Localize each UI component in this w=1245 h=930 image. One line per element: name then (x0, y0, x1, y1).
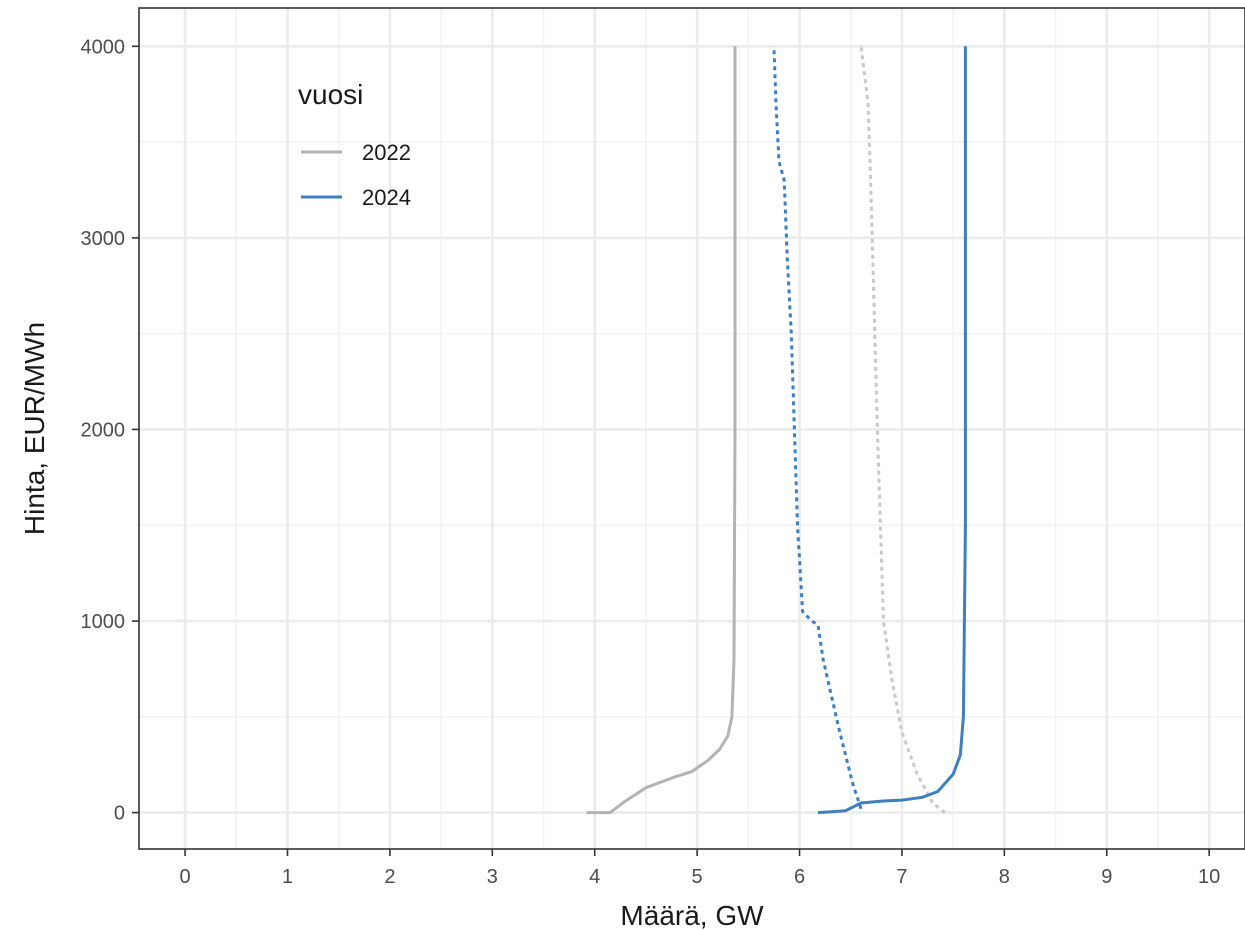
x-tick-label: 5 (692, 866, 703, 888)
x-tick-label: 8 (999, 866, 1010, 888)
y-axis-title: Hinta, EUR/MWh (19, 322, 50, 535)
series-2022-solid-line (586, 46, 737, 815)
x-tick-label: 10 (1198, 866, 1220, 888)
y-tick-label: 3000 (81, 228, 126, 250)
y-axis: 0 1000 2000 3000 4000 (81, 36, 139, 825)
x-tick-label: 9 (1101, 866, 1112, 888)
legend-label-2022: 2022 (362, 140, 411, 165)
x-tick-label: 4 (589, 866, 600, 888)
x-tick-label: 0 (180, 866, 191, 888)
y-tick-label: 0 (114, 803, 125, 825)
x-axis: 0 1 2 3 4 5 6 7 8 9 10 (180, 849, 1220, 888)
legend-label-2024: 2024 (362, 185, 411, 210)
series-2024-dotted-line (772, 46, 863, 810)
y-tick-label: 1000 (81, 611, 126, 633)
series-layer (586, 46, 967, 815)
x-tick-label: 6 (794, 866, 805, 888)
y-tick-label: 2000 (81, 419, 126, 441)
legend: vuosi 2022 2024 (298, 79, 411, 210)
x-tick-label: 7 (896, 866, 907, 888)
panel-border (138, 7, 1245, 850)
legend-title: vuosi (298, 79, 363, 110)
x-tick-label: 2 (384, 866, 395, 888)
x-axis-title: Määrä, GW (620, 900, 764, 930)
y-tick-label: 4000 (81, 36, 126, 58)
series-2024-solid-line (817, 46, 967, 815)
legend-entries: 2022 2024 (301, 140, 411, 210)
series-2022-dotted-line (859, 46, 946, 814)
x-tick-label: 3 (487, 866, 498, 888)
plot-panel (138, 7, 1245, 850)
x-tick-label: 1 (282, 866, 293, 888)
grid-major (139, 8, 1245, 849)
